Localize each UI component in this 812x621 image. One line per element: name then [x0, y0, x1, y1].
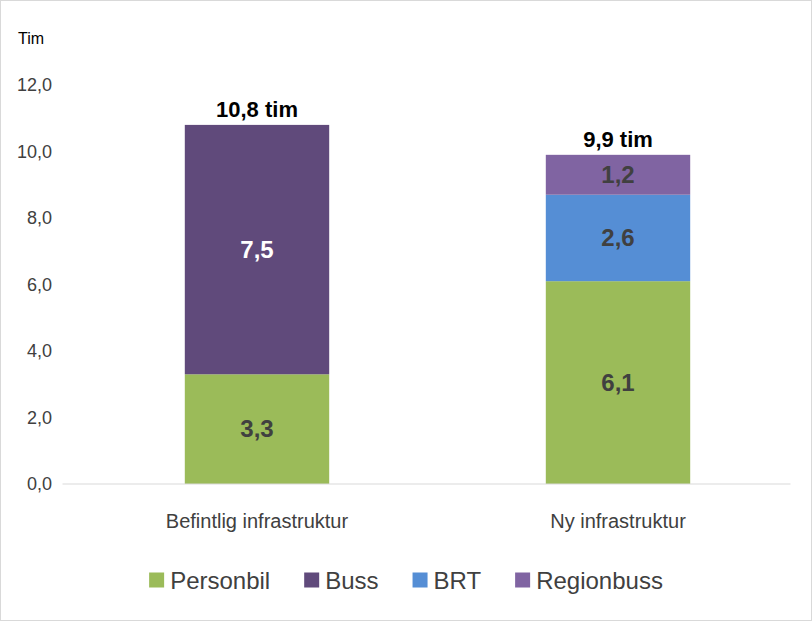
bar-segment [546, 195, 690, 281]
data-label: 1,2 [601, 161, 634, 188]
legend-item: BRT [413, 567, 482, 594]
legend-swatch [413, 573, 428, 588]
y-tick-label: 2,0 [27, 408, 52, 428]
y-tick [73, 351, 77, 352]
legend-item: Regionbuss [515, 567, 663, 594]
legend-swatch [149, 573, 164, 588]
y-tick [73, 417, 77, 418]
data-label: 2,6 [601, 224, 634, 251]
legend-label: Regionbuss [536, 567, 663, 594]
legend-label: Personbil [170, 567, 270, 594]
x-tick-label: Befintlig infrastruktur [166, 510, 349, 532]
legend-swatch [304, 573, 319, 588]
legend-item: Personbil [149, 567, 270, 594]
y-tick [73, 85, 77, 86]
data-label: 7,5 [240, 236, 273, 263]
legend-swatch [515, 573, 530, 588]
x-tick-label: Ny infrastruktur [550, 510, 686, 532]
legend-item: Buss [304, 567, 378, 594]
total-label: 10,8 tim [216, 97, 298, 122]
y-tick-label: 4,0 [27, 341, 52, 361]
y-tick [73, 151, 77, 152]
y-tick-label: 0,0 [27, 474, 52, 494]
y-tick [73, 218, 77, 219]
chart: Tim 0,0 2,0 4,0 6,0 8,0 10,0 12,0 3,3 7,5 6,1 2,6 1,… [0, 0, 812, 621]
data-label: 6,1 [601, 369, 634, 396]
legend-label: Buss [325, 567, 378, 594]
bar-segment [185, 374, 329, 484]
x-axis-line [63, 484, 791, 485]
total-label: 9,9 tim [583, 127, 653, 152]
y-tick [73, 284, 77, 285]
bars [185, 125, 690, 484]
chart-frame [1, 1, 812, 621]
y-axis-label: Tim [18, 30, 44, 47]
y-tick-label: 6,0 [27, 275, 52, 295]
data-label: 3,3 [240, 415, 273, 442]
legend: Personbil Buss BRT Regionbuss [149, 567, 663, 594]
data-labels: 3,3 7,5 6,1 2,6 1,2 [240, 161, 634, 442]
bar-segment [546, 155, 690, 195]
y-tick-label: 10,0 [17, 142, 52, 162]
bar-segment [546, 281, 690, 484]
legend-label: BRT [434, 567, 482, 594]
y-tick-label: 8,0 [27, 208, 52, 228]
bar-segment [185, 125, 329, 374]
y-tick-label: 12,0 [17, 75, 52, 95]
